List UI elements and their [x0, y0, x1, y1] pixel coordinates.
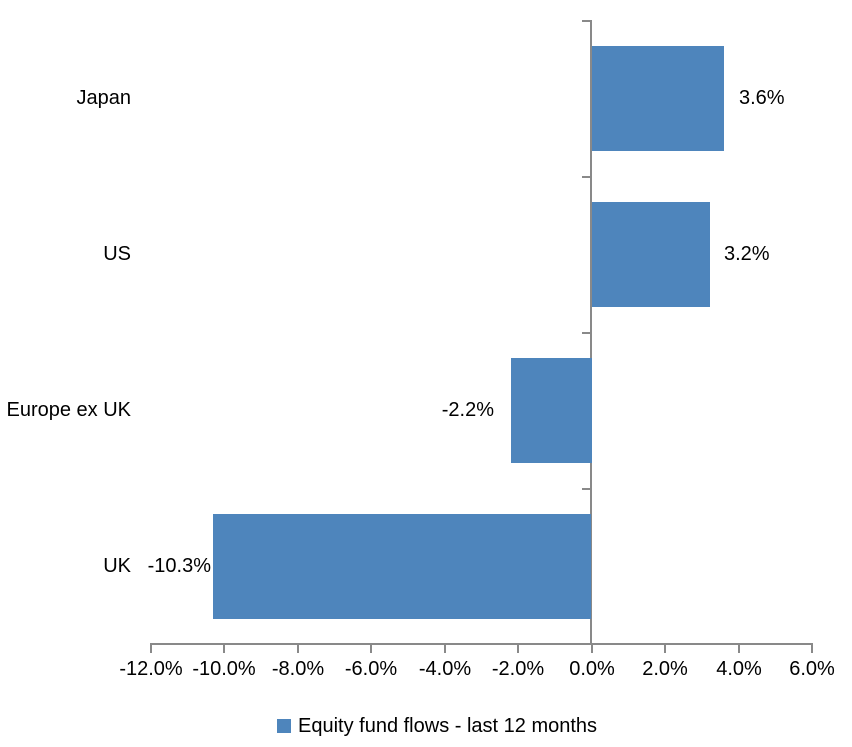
x-axis-tick-label: -10.0% [192, 658, 256, 680]
data-label: -2.2% [441, 399, 494, 421]
x-axis-tick-label: 4.0% [716, 658, 762, 680]
x-axis-line [151, 643, 812, 645]
category-label: US [103, 243, 131, 265]
x-axis-tick-label: -2.0% [491, 658, 545, 680]
x-axis-tick [150, 643, 152, 653]
x-axis-tick [517, 643, 519, 653]
x-axis-tick-label: 2.0% [642, 658, 688, 680]
x-axis-tick [811, 643, 813, 653]
bar-europe-ex-uk [511, 358, 592, 463]
y-axis-tick [582, 488, 591, 490]
x-axis-tick [591, 643, 593, 653]
x-axis-tick-label: -12.0% [119, 658, 183, 680]
category-label: UK [103, 555, 131, 577]
y-axis-line [590, 20, 592, 645]
bar-us [592, 202, 710, 307]
x-axis-tick [223, 643, 225, 653]
data-label: 3.6% [739, 87, 785, 109]
x-axis-tick [370, 643, 372, 653]
x-axis-tick-label: -8.0% [271, 658, 325, 680]
x-axis-tick-label: 0.0% [569, 658, 615, 680]
legend-swatch-icon [277, 719, 291, 733]
x-axis-tick [664, 643, 666, 653]
legend-label: Equity fund flows - last 12 months [298, 715, 598, 737]
category-label: Japan [76, 87, 132, 109]
legend: Equity fund flows - last 12 months [277, 711, 597, 741]
x-axis-tick [297, 643, 299, 653]
x-axis-tick-label: 6.0% [789, 658, 835, 680]
y-axis-tick [582, 176, 591, 178]
x-axis-tick-label: -4.0% [418, 658, 472, 680]
bar-uk [213, 514, 591, 619]
y-axis-tick [582, 332, 591, 334]
data-label: -10.3% [147, 555, 211, 577]
y-axis-tick [582, 20, 591, 22]
category-label: Europe ex UK [6, 399, 131, 421]
y-axis-tick [582, 643, 591, 645]
data-label: 3.2% [724, 243, 770, 265]
x-axis-tick [444, 643, 446, 653]
x-axis-tick-label: -6.0% [344, 658, 398, 680]
bar-japan [592, 46, 724, 151]
x-axis-tick [738, 643, 740, 653]
